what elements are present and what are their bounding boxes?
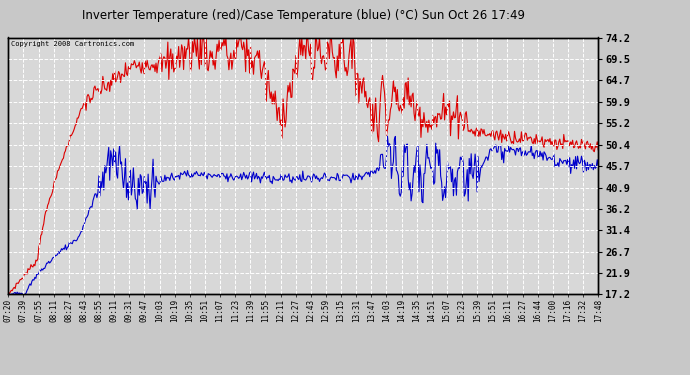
Text: Copyright 2008 Cartronics.com: Copyright 2008 Cartronics.com: [11, 41, 135, 47]
Text: Inverter Temperature (red)/Case Temperature (blue) (°C) Sun Oct 26 17:49: Inverter Temperature (red)/Case Temperat…: [82, 9, 525, 22]
